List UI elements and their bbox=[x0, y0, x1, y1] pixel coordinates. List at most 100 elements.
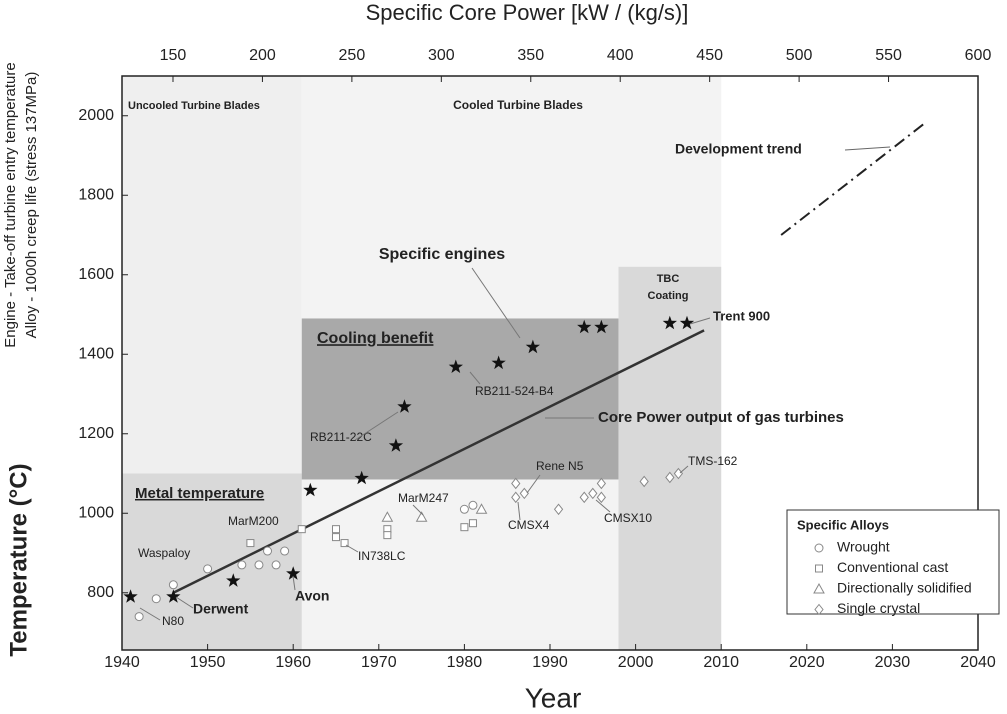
leader bbox=[412, 504, 424, 516]
alloy-marker bbox=[332, 525, 340, 534]
annotation: TMS-162 bbox=[688, 454, 738, 468]
annotation: Avon bbox=[295, 588, 329, 604]
annotation: Specific engines bbox=[379, 246, 505, 263]
annotation: Trent 900 bbox=[713, 308, 770, 323]
leader bbox=[595, 499, 611, 513]
engine-star bbox=[166, 589, 181, 603]
legend-label: Wrought bbox=[837, 539, 890, 555]
development-trend-line bbox=[780, 120, 928, 236]
region-label: Uncooled Turbine Blades bbox=[128, 100, 260, 112]
alloy-marker bbox=[297, 525, 306, 534]
alloy-marker bbox=[415, 511, 428, 522]
alloy-marker bbox=[203, 564, 213, 574]
alloy-marker bbox=[254, 560, 264, 570]
x-tick-label: 1960 bbox=[275, 654, 311, 671]
alloy-marker bbox=[468, 519, 477, 528]
x-tick-label: 2000 bbox=[618, 654, 654, 671]
alloy-marker bbox=[511, 491, 521, 504]
engine-star bbox=[448, 359, 463, 373]
leader bbox=[471, 267, 521, 339]
region bbox=[122, 473, 302, 650]
alloy-marker bbox=[511, 477, 521, 490]
x2-tick-label: 550 bbox=[875, 47, 902, 64]
x-tick-label: 2040 bbox=[960, 654, 996, 671]
y-axis-subtitle: Alloy - 1000h creep life (stress 137MPa) bbox=[23, 72, 40, 339]
x2-tick-label: 600 bbox=[965, 47, 992, 64]
alloy-marker bbox=[340, 539, 349, 548]
alloy-marker bbox=[280, 546, 290, 556]
legend-title: Specific Alloys bbox=[797, 517, 889, 532]
y-tick-label: 1400 bbox=[78, 345, 114, 362]
x2-tick-label: 200 bbox=[249, 47, 276, 64]
alloy-marker bbox=[168, 580, 178, 590]
x-tick-label: 1980 bbox=[447, 654, 483, 671]
y-tick-label: 2000 bbox=[78, 107, 114, 124]
regions bbox=[122, 76, 722, 650]
alloy-marker bbox=[263, 546, 273, 556]
leader bbox=[517, 501, 521, 521]
alloy-marker bbox=[665, 471, 675, 484]
engine-star bbox=[594, 319, 609, 334]
region-label: Cooled Turbine Blades bbox=[453, 98, 583, 112]
annotation: N80 bbox=[162, 614, 184, 628]
x-tick-label: 2010 bbox=[703, 654, 739, 671]
annotation: RB211-524-B4 bbox=[475, 384, 554, 398]
annotation: MarM247 bbox=[398, 491, 449, 505]
x-tick-label: 2030 bbox=[875, 654, 911, 671]
leader bbox=[679, 465, 689, 474]
x2-tick-label: 450 bbox=[696, 47, 723, 64]
alloy-marker bbox=[151, 594, 161, 604]
alloy-marker bbox=[475, 503, 488, 514]
alloy-marker bbox=[332, 533, 340, 542]
y-tick-label: 800 bbox=[87, 584, 114, 601]
annotation: Rene N5 bbox=[536, 459, 584, 473]
legend-label: Directionally solidified bbox=[837, 580, 972, 596]
annotation: Waspaloy bbox=[138, 546, 190, 560]
alloy-marker bbox=[596, 477, 607, 490]
annotation: CMSX4 bbox=[508, 518, 550, 532]
y-axis-title: Temperature (°C) bbox=[5, 463, 32, 656]
engine-star bbox=[123, 589, 138, 603]
x2-tick-label: 500 bbox=[786, 47, 813, 64]
alloy-marker bbox=[468, 500, 478, 510]
annotation: Coating bbox=[648, 290, 689, 302]
annotation: Core Power output of gas turbines bbox=[598, 409, 844, 426]
alloy-marker bbox=[553, 503, 564, 516]
leader bbox=[175, 596, 194, 609]
alloy-marker bbox=[460, 523, 469, 532]
x2-tick-label: 250 bbox=[339, 47, 366, 64]
legend-marker bbox=[815, 564, 823, 573]
trend-line bbox=[172, 329, 705, 594]
engine-star bbox=[679, 315, 695, 330]
legend-box bbox=[786, 509, 1000, 615]
alloy-marker bbox=[237, 560, 247, 570]
engine-star bbox=[397, 399, 412, 413]
x-tick-label: 1970 bbox=[361, 654, 397, 671]
engine-star bbox=[303, 482, 318, 497]
annotation: Derwent bbox=[193, 601, 249, 617]
development-trend-label: Development trend bbox=[675, 141, 802, 157]
region-label: Metal temperature bbox=[135, 485, 264, 502]
x-tick-label: 1940 bbox=[104, 654, 140, 671]
annotation: CMSX10 bbox=[604, 511, 652, 525]
region-label: TBC bbox=[657, 273, 680, 285]
legend-marker bbox=[813, 582, 825, 594]
top-axis-title: Specific Core Power [kW / (kg/s)] bbox=[366, 0, 689, 25]
engine-star bbox=[286, 566, 301, 580]
annotation: MarM200 bbox=[228, 514, 279, 528]
legend-label: Single crystal bbox=[837, 600, 920, 616]
annotation: IN738LC bbox=[358, 549, 406, 563]
engine-star bbox=[577, 319, 592, 334]
alloy-marker bbox=[459, 504, 469, 514]
leader bbox=[526, 474, 541, 494]
leader bbox=[689, 317, 711, 325]
leader bbox=[345, 544, 359, 553]
y-tick-label: 1200 bbox=[78, 425, 114, 442]
alloy-marker bbox=[588, 487, 598, 500]
alloy-marker bbox=[639, 475, 649, 488]
x2-tick-label: 400 bbox=[607, 47, 634, 64]
engine-star bbox=[226, 573, 241, 587]
y-tick-label: 1000 bbox=[78, 504, 114, 521]
alloy-marker bbox=[271, 560, 281, 570]
